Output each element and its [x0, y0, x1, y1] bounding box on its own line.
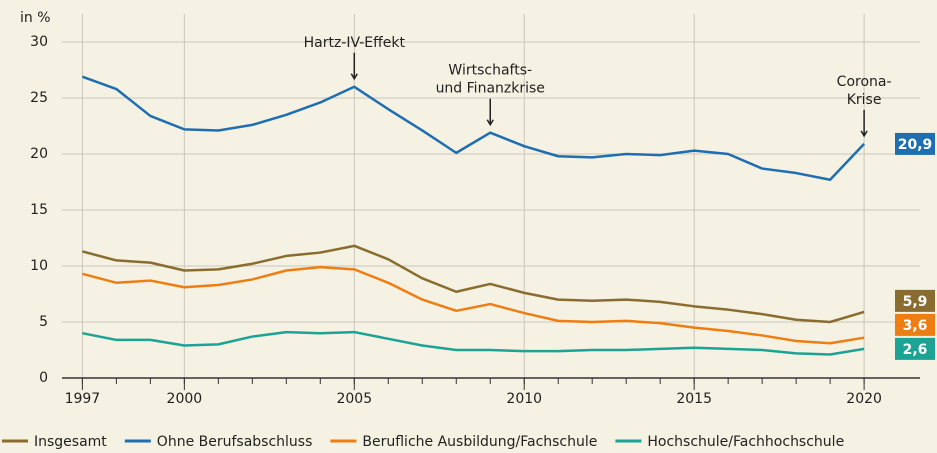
- legend-label: Berufliche Ausbildung/Fachschule: [362, 434, 597, 450]
- x-tick-label: 2015: [676, 391, 712, 407]
- annotation: Wirtschafts-: [448, 63, 532, 79]
- legend-label: Insgesamt: [34, 434, 107, 450]
- y-tick-label: 0: [39, 370, 48, 386]
- y-tick-label: 5: [39, 314, 48, 330]
- annotation: Hartz-IV-Effekt: [304, 35, 406, 51]
- y-tick-label: 25: [30, 90, 48, 106]
- annotation-arrow: [350, 52, 358, 81]
- annotation: Corona-: [837, 74, 892, 90]
- end-label: 20,9: [898, 137, 933, 153]
- annotation-arrow: [486, 98, 494, 127]
- end-label-box: [895, 337, 935, 360]
- line-series: [82, 265, 865, 345]
- line-series: [82, 330, 865, 356]
- end-label-box: [895, 289, 935, 312]
- x-tick-label: 2005: [336, 391, 372, 407]
- y-tick-label: 10: [30, 258, 48, 274]
- end-label: 3,6: [903, 318, 928, 334]
- end-label-box: [895, 313, 935, 336]
- y-tick-label: 15: [30, 202, 48, 218]
- y-tick-label: 20: [30, 146, 48, 162]
- x-tick-label: 2020: [846, 391, 882, 407]
- legend-label: Hochschule/Fachhochschule: [647, 434, 844, 450]
- end-label: 5,9: [903, 294, 928, 310]
- end-label-box: [895, 132, 935, 155]
- line-series: [81, 75, 866, 182]
- annotation: Krise: [847, 92, 882, 108]
- legend-label: Ohne Berufsabschluss: [157, 434, 313, 450]
- y-axis-label: in %: [20, 10, 51, 26]
- annotation: und Finanzkrise: [436, 81, 545, 97]
- x-tick-label: 2000: [167, 391, 203, 407]
- line-series: [82, 244, 865, 324]
- x-tick-label: 2010: [506, 391, 542, 407]
- y-tick-label: 30: [30, 34, 48, 50]
- x-tick-label: 1997: [65, 391, 101, 407]
- end-label: 2,6: [903, 342, 928, 358]
- annotation-arrow: [860, 109, 868, 138]
